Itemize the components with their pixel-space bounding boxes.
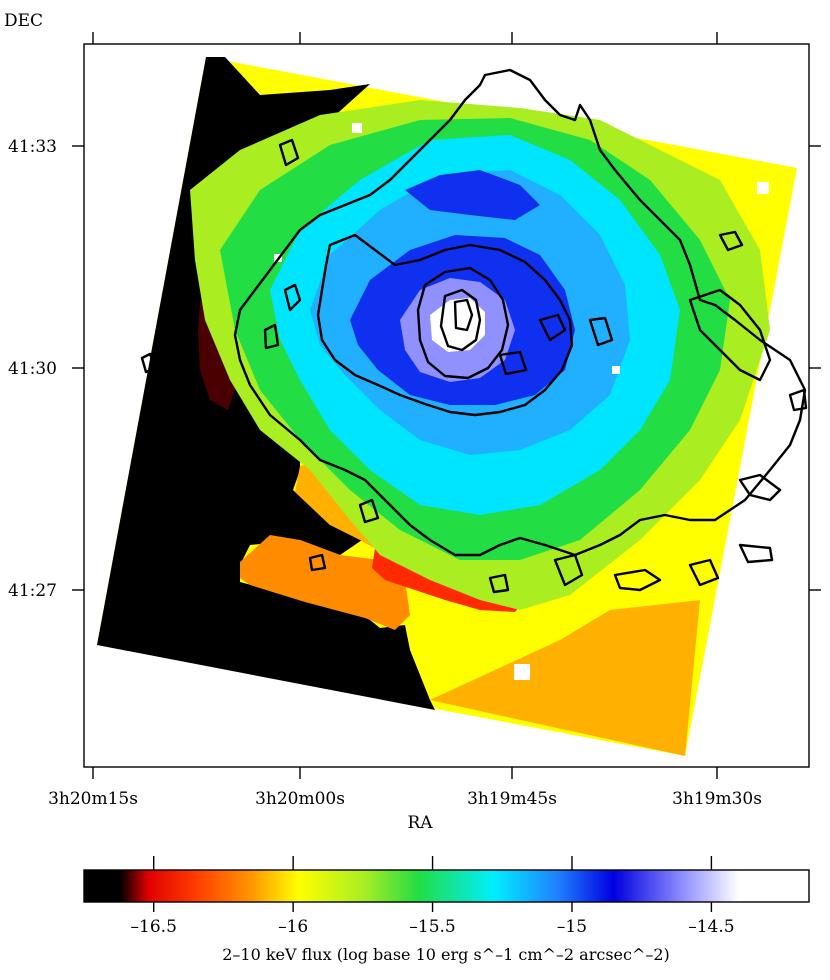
contour-blob <box>278 138 300 167</box>
contour-east-3 <box>718 230 744 252</box>
x-tick-label: 3h19m30s <box>672 789 762 809</box>
contour-south <box>553 553 584 587</box>
x-tick-label: 3h20m00s <box>255 789 345 809</box>
colorbar-tick-label: –16 <box>278 917 308 937</box>
contour-blob <box>498 350 528 376</box>
x-tick-label: 3h20m15s <box>48 789 138 809</box>
y-tick-label: 41:27 <box>8 581 57 601</box>
x-axis-label: RA <box>407 813 433 833</box>
contour-far-left <box>140 352 157 374</box>
contour-ring-5 <box>453 298 474 332</box>
contour-south-3 <box>688 558 720 587</box>
nodata-region <box>97 57 435 710</box>
contour-ring-4 <box>439 288 482 352</box>
y-axis <box>72 145 821 591</box>
contour-west <box>283 283 302 312</box>
colorbar-label: 2–10 keV flux (log base 10 erg s^–1 cm^–… <box>222 945 670 964</box>
radio-contours <box>140 68 808 594</box>
x-axis <box>92 32 718 779</box>
colorbar-tick-label: –14.5 <box>688 917 734 937</box>
colorbar-tick-label: –16.5 <box>131 917 177 937</box>
north-blue <box>405 170 540 220</box>
speck <box>612 366 620 374</box>
south-plateau <box>430 600 700 756</box>
contour-blob <box>588 316 614 347</box>
y-tick-label: 41:33 <box>8 137 57 157</box>
orange-lobe <box>240 535 410 630</box>
contour-sw <box>358 498 380 524</box>
flux-map <box>97 57 808 756</box>
contour-east <box>688 288 772 382</box>
contour-blob <box>538 313 567 342</box>
contour-s-blob <box>488 573 510 594</box>
contour-south-2 <box>613 568 662 592</box>
contour-far-right <box>788 388 808 412</box>
plot-frame <box>83 43 810 768</box>
colorbar-tick-label: –15.5 <box>409 917 455 937</box>
x-tick-label: 3h19m45s <box>467 789 557 809</box>
contour-south-4 <box>738 543 774 564</box>
speck <box>514 664 530 680</box>
contour-east-2 <box>738 473 782 502</box>
y-axis-label: DEC <box>4 11 43 31</box>
y-tick-label: 41:30 <box>8 359 57 379</box>
colorbar: –16.5 –16 –15.5 –15 –14.5 2–10 keV flux (log… <box>83 856 810 964</box>
contour-west-2 <box>263 323 280 350</box>
colorbar-ticks: –16.5 –16 –15.5 –15 –14.5 <box>131 856 735 937</box>
contour-ring-2 <box>316 233 574 417</box>
colorbar-tick-label: –15 <box>557 917 587 937</box>
speck <box>757 182 769 194</box>
contour-ring-3 <box>416 266 510 380</box>
contour-sw-2 <box>308 553 327 572</box>
speck <box>352 123 362 133</box>
colorbar-bar <box>83 869 810 903</box>
contour-outer <box>233 68 807 557</box>
